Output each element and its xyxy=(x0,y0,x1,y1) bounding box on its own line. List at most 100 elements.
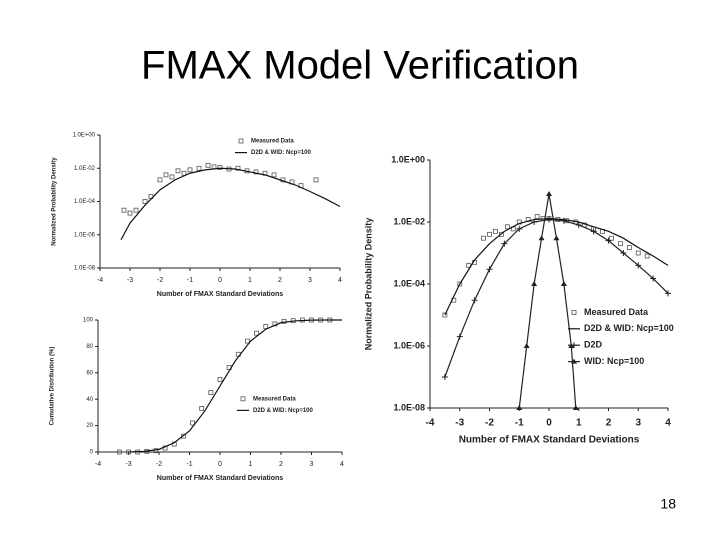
marker xyxy=(235,165,241,171)
x-tick-label: 0 xyxy=(546,418,552,429)
marker xyxy=(605,237,612,244)
y-axis-label: Cumulative Distribution (%) xyxy=(50,347,56,426)
marker xyxy=(571,358,577,364)
y-tick-label: 80 xyxy=(86,344,93,350)
marker xyxy=(486,266,493,273)
marker xyxy=(665,290,671,297)
x-tick-label: -1 xyxy=(187,277,193,284)
x-tick-label: 4 xyxy=(338,277,342,284)
x-tick-label: -4 xyxy=(426,418,435,429)
y-tick-label: 0 xyxy=(90,450,94,456)
marker xyxy=(534,214,540,219)
x-tick-label: -1 xyxy=(515,418,524,429)
y-axis-label: Normalized Probability Density xyxy=(52,157,58,246)
y-tick-label: 20 xyxy=(86,423,93,429)
marker xyxy=(546,191,552,197)
marker xyxy=(650,275,657,282)
marker xyxy=(457,281,463,287)
legend-label: D2D & WID: Ncp=100 xyxy=(251,150,312,156)
marker xyxy=(487,231,492,237)
marker xyxy=(238,138,244,144)
marker xyxy=(240,396,246,402)
marker xyxy=(560,281,567,286)
legend-label: Measured Data xyxy=(584,307,649,317)
marker xyxy=(456,333,463,340)
x-tick-label: 3 xyxy=(310,461,314,468)
marker xyxy=(217,165,223,170)
marker xyxy=(571,342,577,349)
marker xyxy=(157,177,163,183)
x-tick-label: 2 xyxy=(606,418,612,429)
marker xyxy=(538,235,545,241)
x-tick-label: 2 xyxy=(278,277,282,284)
marker xyxy=(516,405,523,410)
x-axis-label: Number of FMAX Standard Deviations xyxy=(459,435,640,446)
y-tick-label: 1.0E+00 xyxy=(72,133,95,139)
marker xyxy=(531,219,538,225)
marker xyxy=(575,222,582,229)
legend-label: WID: Ncp=100 xyxy=(584,356,644,366)
marker xyxy=(442,312,448,318)
marker xyxy=(116,449,122,455)
marker xyxy=(217,376,223,382)
x-tick-label: 4 xyxy=(665,418,671,429)
marker xyxy=(553,235,560,241)
y-tick-label: 40 xyxy=(86,397,93,403)
y-tick-label: 1.0E-08 xyxy=(393,402,425,412)
marker xyxy=(516,225,523,232)
marker xyxy=(208,390,214,396)
marker xyxy=(153,448,159,454)
marker xyxy=(504,224,510,230)
marker xyxy=(190,420,195,426)
marker xyxy=(121,207,127,213)
marker xyxy=(572,405,579,410)
marker xyxy=(560,217,567,224)
marker xyxy=(441,374,448,380)
marker xyxy=(523,343,530,348)
x-axis-label: Number of FMAX Standard Deviations xyxy=(157,475,284,482)
x-tick-label: 3 xyxy=(308,277,312,284)
x-tick-label: 1 xyxy=(248,277,252,284)
marker xyxy=(169,174,175,180)
marker xyxy=(609,235,614,241)
marker xyxy=(180,433,186,439)
series-line xyxy=(444,218,669,378)
series-line xyxy=(444,217,669,316)
legend-label: Measured Data xyxy=(251,139,294,145)
x-tick-label: -2 xyxy=(485,418,494,429)
marker xyxy=(196,165,202,171)
y-tick-label: 1.0E-04 xyxy=(74,199,96,205)
marker xyxy=(245,338,250,344)
marker xyxy=(644,253,650,259)
x-tick-label: -3 xyxy=(455,418,464,429)
marker xyxy=(635,262,642,269)
slide-title: FMAX Model Verification xyxy=(141,44,579,88)
series-line xyxy=(518,193,577,409)
x-tick-label: -2 xyxy=(156,461,162,468)
x-tick-label: 1 xyxy=(249,461,253,468)
marker xyxy=(313,177,319,183)
marker xyxy=(620,250,627,256)
x-tick-label: -2 xyxy=(157,277,163,284)
legend-label: D2D & WID: Ncp=100 xyxy=(253,408,314,414)
marker xyxy=(199,406,205,411)
legend-label: Measured Data xyxy=(253,396,296,402)
y-axis-label: Normalized Probability Density xyxy=(363,218,373,351)
y-tick-label: 60 xyxy=(86,370,93,376)
marker xyxy=(481,235,486,241)
x-tick-label: 4 xyxy=(340,461,344,468)
y-tick-label: 1.0E+00 xyxy=(391,154,425,164)
marker xyxy=(498,231,504,237)
page-number: 18 xyxy=(660,496,676,512)
marker xyxy=(546,216,552,223)
marker xyxy=(127,210,133,216)
marker xyxy=(271,172,277,178)
y-tick-label: 1.0E-02 xyxy=(393,216,425,226)
marker xyxy=(281,318,287,324)
marker xyxy=(531,281,538,286)
marker xyxy=(501,240,508,247)
y-tick-label: 100 xyxy=(83,318,94,324)
x-tick-label: 3 xyxy=(635,418,641,429)
x-tick-label: -3 xyxy=(125,461,131,468)
